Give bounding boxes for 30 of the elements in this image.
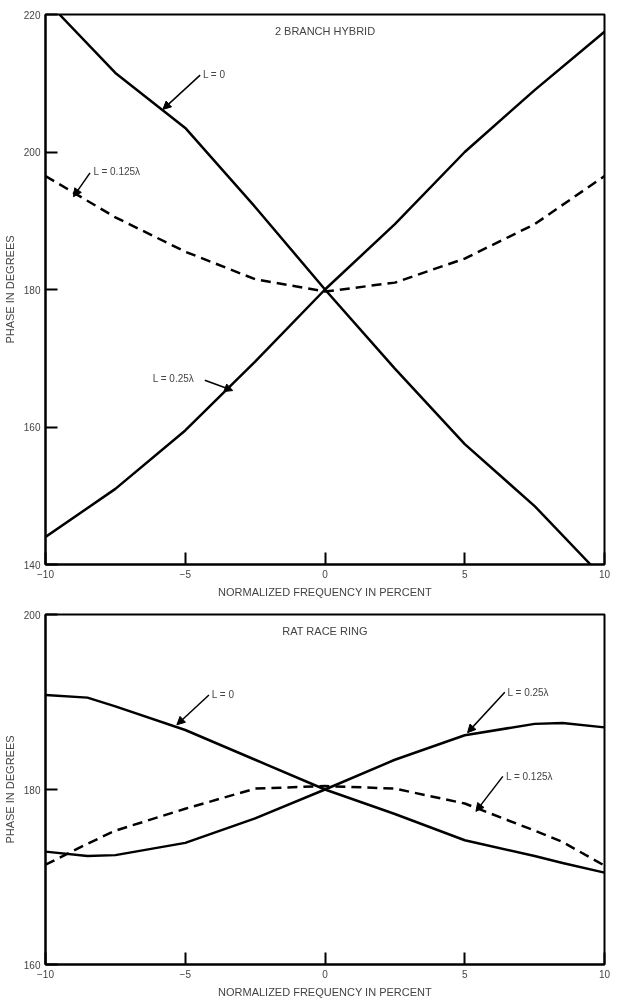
y-axis-title: PHASE IN DEGREES (3, 735, 16, 844)
annotation: L = 0 (211, 689, 235, 701)
x-tick-label: 0 (322, 968, 329, 980)
x-tick-label: −10 (37, 968, 55, 980)
text: 2 BRANCH HYBRID (274, 24, 376, 37)
x-tick-label: 10 (598, 568, 611, 580)
x-tick-label: −5 (179, 968, 192, 980)
y-tick-label: 180 (23, 284, 41, 296)
x-tick-label: −10 (37, 568, 55, 580)
x-tick-label: 0 (322, 568, 329, 580)
x-tick-label: 5 (461, 568, 468, 580)
text: RAT RACE RING (282, 624, 368, 637)
y-tick-label: 220 (23, 9, 41, 21)
y-tick-label: 160 (23, 422, 41, 433)
annotation: L = 0.25λ (507, 687, 549, 699)
x-tick-label: 5 (461, 968, 468, 980)
annotation: L = 0.125λ (93, 166, 141, 178)
y-axis-title: PHASE IN DEGREES (3, 235, 16, 344)
y-tick-label: 200 (23, 609, 41, 621)
annotation: L = 0 (202, 68, 226, 80)
x-tick-label: −5 (179, 568, 192, 580)
x-tick-label: 10 (598, 968, 611, 980)
y-tick-label: 180 (23, 784, 41, 796)
x-axis-title: NORMALIZED FREQUENCY IN PERCENT (218, 585, 433, 598)
y-tick-label: 140 (23, 559, 41, 571)
x-axis-title: NORMALIZED FREQUENCY IN PERCENT (218, 985, 433, 998)
annotation: L = 0.125λ (505, 770, 553, 782)
y-tick-label: 200 (23, 147, 41, 158)
annotation: L = 0.25λ (152, 373, 194, 385)
y-tick-label: 160 (23, 959, 41, 971)
